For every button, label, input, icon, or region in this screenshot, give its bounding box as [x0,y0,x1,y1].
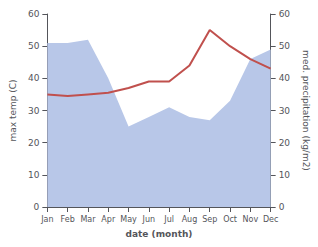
svg-text:30: 30 [279,106,291,116]
svg-text:Jul: Jul [163,215,174,224]
svg-text:May: May [120,215,137,224]
svg-text:0: 0 [279,202,285,212]
svg-text:Nov: Nov [243,215,259,224]
svg-text:Jun: Jun [142,215,156,224]
svg-text:0: 0 [34,202,40,212]
svg-text:Apr: Apr [101,215,116,224]
svg-text:Oct: Oct [223,215,237,224]
svg-text:Sep: Sep [202,215,217,224]
svg-text:Jan: Jan [40,215,53,224]
svg-text:Feb: Feb [61,215,75,224]
svg-text:20: 20 [28,138,40,148]
svg-text:60: 60 [279,9,291,19]
svg-text:50: 50 [28,41,40,51]
svg-text:10: 10 [279,170,291,180]
svg-text:30: 30 [28,106,40,116]
svg-text:20: 20 [279,138,291,148]
svg-text:60: 60 [28,9,40,19]
svg-text:40: 40 [279,73,291,83]
svg-text:50: 50 [279,41,291,51]
svg-text:40: 40 [28,73,40,83]
svg-text:date (month): date (month) [126,229,193,239]
svg-text:10: 10 [28,170,40,180]
svg-text:max temp (C): max temp (C) [8,79,18,141]
svg-text:Mar: Mar [80,215,96,224]
svg-text:med. precipitation (kg/m2): med. precipitation (kg/m2) [301,50,311,171]
svg-text:Aug: Aug [182,215,198,224]
svg-text:Dec: Dec [263,215,278,224]
